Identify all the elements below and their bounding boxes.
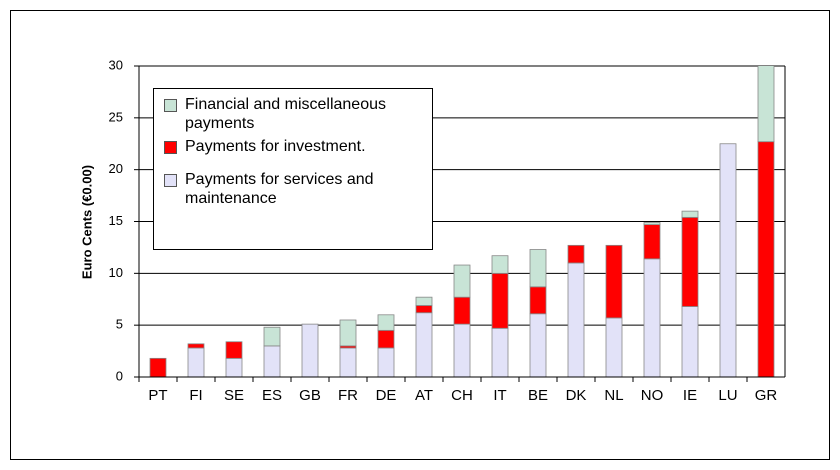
x-tick-label: CH [451, 387, 473, 404]
bar-segment [567, 244, 585, 264]
bar-segment [643, 258, 661, 377]
bar-segment [453, 323, 471, 377]
legend-swatch [164, 99, 177, 112]
bar-segment [491, 272, 509, 329]
legend-label: Financial and miscellaneous payments [185, 96, 386, 132]
bar-segment [605, 317, 623, 377]
bar-segment [643, 222, 661, 226]
x-tick-label: IE [683, 387, 697, 404]
bar-segment [339, 319, 357, 347]
x-tick-label: LU [718, 387, 737, 404]
y-tick-label: 30 [109, 57, 123, 72]
x-tick-label: NO [641, 387, 664, 404]
bar-segment [149, 357, 167, 377]
bar-segment [225, 357, 243, 377]
legend-swatch [164, 141, 177, 154]
y-axis-label: Euro Cents (€0.00) [79, 165, 94, 279]
legend: Financial and miscellaneous payments Paym… [153, 88, 433, 250]
legend-label: Payments for services and maintenance [185, 171, 374, 207]
bar-segment [491, 327, 509, 377]
bar-segment [757, 141, 775, 377]
y-tick-label: 0 [116, 368, 123, 383]
legend-swatch [164, 174, 177, 187]
y-tick-label: 15 [109, 213, 123, 228]
legend-item: Financial and miscellaneous payments [162, 95, 424, 133]
y-tick-label: 10 [109, 265, 123, 280]
x-tick-label: ES [262, 387, 282, 404]
bar-segment [529, 313, 547, 377]
y-tick-label: 5 [116, 317, 123, 332]
legend-label: Payments for investment. [185, 138, 366, 155]
bar-segment [681, 306, 699, 377]
y-tick-label: 25 [109, 109, 123, 124]
bar-segment [453, 264, 471, 298]
bar-segment [377, 347, 395, 377]
bar-segment [605, 244, 623, 319]
x-tick-label: DK [566, 387, 587, 404]
x-tick-label: IT [493, 387, 506, 404]
x-tick-label: FI [189, 387, 202, 404]
bar-segment [529, 286, 547, 315]
bar-segment [681, 216, 699, 307]
bar-segment [719, 143, 737, 377]
bar-segment [263, 326, 281, 347]
bar-segment [453, 296, 471, 325]
bar-segment [377, 329, 395, 349]
x-tick-label: DE [376, 387, 397, 404]
bar-segment [757, 66, 775, 143]
bar-segment [263, 345, 281, 377]
bar-segment [225, 341, 243, 359]
bar-segment [681, 210, 699, 218]
bar-segment [529, 249, 547, 288]
x-tick-label: PT [148, 387, 167, 404]
legend-item: Payments for investment. [162, 137, 424, 156]
x-tick-label: BE [528, 387, 548, 404]
bar-segment [643, 224, 661, 260]
bar-segment [301, 323, 319, 377]
bar-segment [415, 312, 433, 377]
bar-segment [377, 314, 395, 331]
x-tick-label: NL [604, 387, 623, 404]
bar-segment [491, 255, 509, 274]
y-tick-label: 20 [109, 161, 123, 176]
bars [149, 66, 775, 377]
x-tick-label: GB [299, 387, 321, 404]
frame [10, 10, 830, 460]
bar-segment [187, 343, 205, 349]
bar-segment [567, 262, 585, 377]
x-tick-label: SE [224, 387, 244, 404]
x-tick-label: AT [415, 387, 433, 404]
bar-segment [187, 347, 205, 377]
legend-item: Payments for services and maintenance [162, 170, 424, 208]
x-tick-label: GR [755, 387, 778, 404]
bar-segment [415, 305, 433, 314]
x-tick-label: FR [338, 387, 358, 404]
bar-segment [339, 347, 357, 377]
bar-segment [415, 296, 433, 306]
